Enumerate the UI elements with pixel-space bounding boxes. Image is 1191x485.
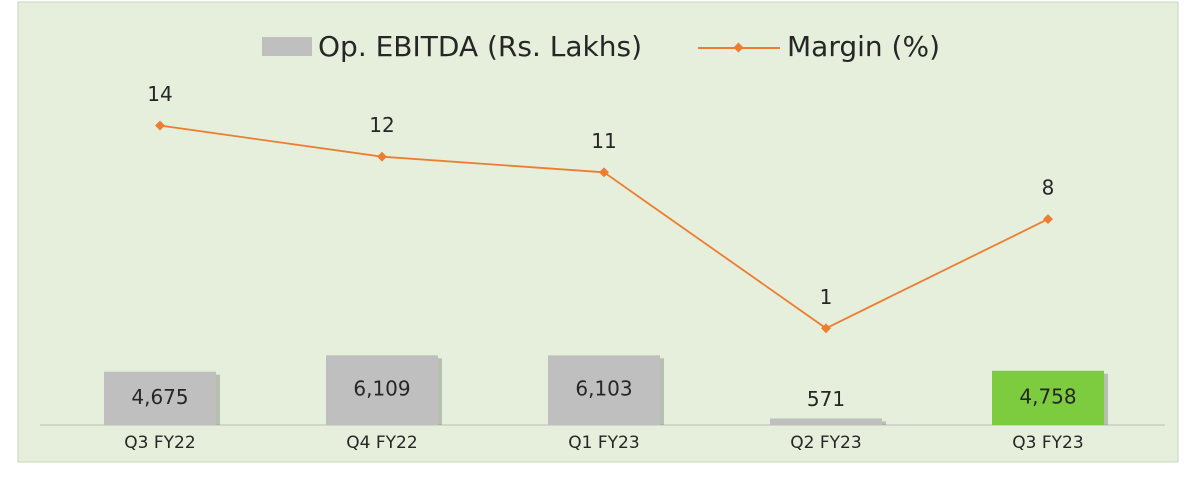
data-label: 11 [591, 129, 616, 153]
x-tick-label: Q3 FY23 [1012, 433, 1083, 453]
bar [548, 355, 660, 425]
x-tick-label: Q1 FY23 [568, 433, 639, 453]
legend-label: Margin (%) [787, 30, 940, 63]
data-label: 4,675 [131, 385, 188, 409]
data-label: 6,103 [575, 377, 632, 401]
data-label: 6,109 [353, 377, 410, 401]
bar [770, 418, 882, 425]
legend-marker [733, 42, 744, 53]
line-marker [155, 120, 165, 131]
x-tick-label: Q2 FY23 [790, 433, 861, 453]
data-label: 571 [807, 387, 845, 411]
line-marker [377, 151, 387, 162]
line-marker [821, 323, 831, 334]
data-label: 14 [147, 82, 172, 106]
legend-label: Op. EBITDA (Rs. Lakhs) [318, 30, 642, 63]
line-marker [599, 167, 609, 178]
x-tick-label: Q4 FY22 [346, 433, 417, 453]
legend-swatch [262, 37, 312, 56]
data-label: 12 [369, 113, 394, 137]
bar [104, 371, 216, 425]
line-marker [1043, 214, 1053, 225]
x-tick-label: Q3 FY22 [124, 433, 195, 453]
bar [326, 355, 438, 425]
data-label: 1 [820, 285, 833, 309]
data-label: 8 [1042, 176, 1055, 200]
bar [992, 370, 1104, 425]
data-label: 4,758 [1019, 384, 1076, 408]
